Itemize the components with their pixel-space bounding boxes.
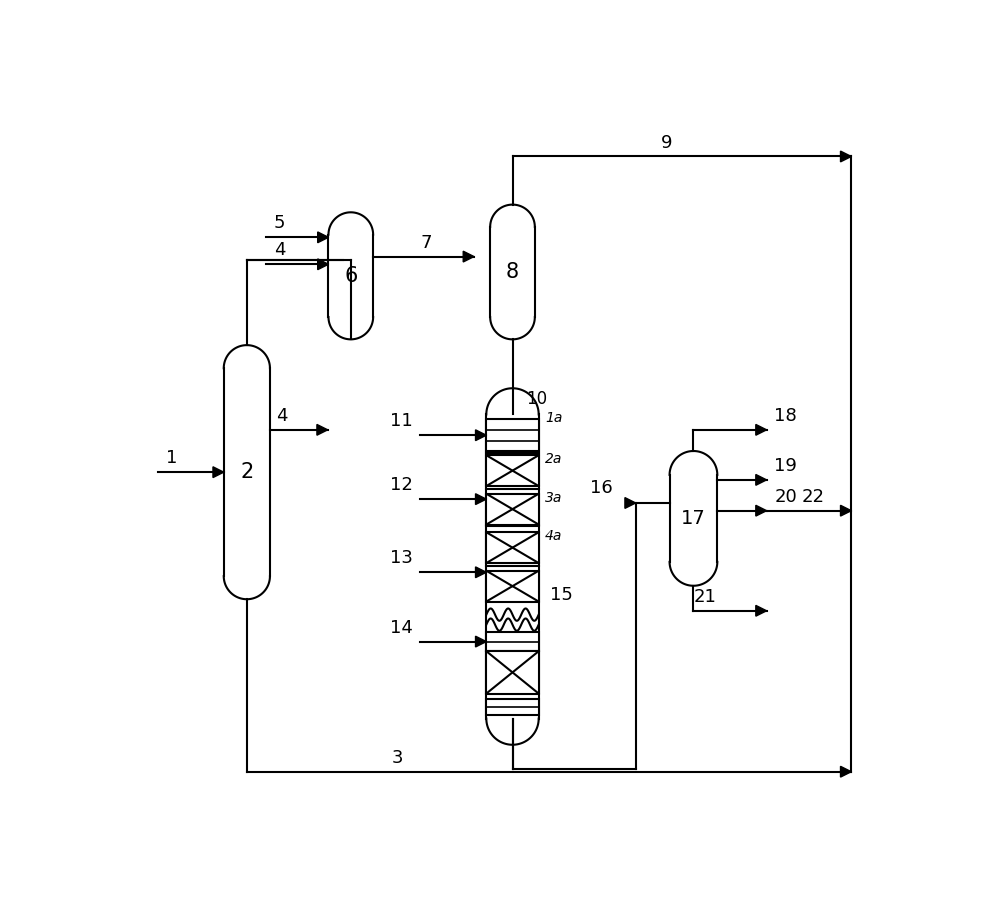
Polygon shape (476, 430, 486, 440)
Ellipse shape (670, 538, 717, 585)
Bar (486, 632, 539, 652)
Text: 7: 7 (420, 233, 432, 252)
Text: 14: 14 (390, 618, 412, 637)
Polygon shape (841, 505, 851, 516)
Text: 2: 2 (240, 462, 253, 482)
Polygon shape (476, 636, 486, 647)
Text: 15: 15 (550, 586, 573, 605)
Text: 3a: 3a (545, 491, 562, 505)
Polygon shape (756, 474, 767, 485)
Text: 22: 22 (801, 488, 824, 505)
Text: 17: 17 (681, 509, 706, 528)
Text: 3: 3 (391, 749, 403, 766)
Bar (328, 234, 373, 317)
Ellipse shape (224, 346, 270, 391)
Ellipse shape (328, 295, 373, 339)
Text: 12: 12 (390, 476, 412, 494)
Text: 11: 11 (390, 413, 412, 430)
Ellipse shape (670, 451, 717, 499)
Ellipse shape (490, 295, 535, 339)
Polygon shape (625, 497, 636, 508)
Bar (490, 227, 535, 317)
Text: 20: 20 (774, 488, 797, 505)
Bar (486, 532, 539, 563)
Bar (486, 414, 539, 719)
Polygon shape (318, 232, 328, 243)
Text: 13: 13 (390, 550, 412, 567)
Text: 1: 1 (166, 449, 177, 468)
Ellipse shape (490, 205, 535, 249)
Text: 1a: 1a (545, 412, 562, 425)
Polygon shape (756, 505, 767, 516)
Bar (224, 369, 270, 576)
Polygon shape (841, 151, 851, 162)
Ellipse shape (224, 553, 270, 599)
Bar (486, 455, 539, 486)
Polygon shape (756, 606, 767, 616)
Text: 21: 21 (693, 588, 716, 606)
Text: 16: 16 (590, 479, 613, 496)
Text: 4: 4 (274, 242, 285, 259)
Polygon shape (463, 251, 474, 262)
Polygon shape (213, 467, 224, 478)
Polygon shape (318, 259, 328, 269)
Bar (486, 571, 539, 602)
Polygon shape (841, 766, 851, 777)
Text: 10: 10 (526, 390, 547, 408)
Bar (486, 494, 539, 525)
Text: 9: 9 (661, 133, 672, 152)
Bar (486, 652, 539, 694)
Bar (486, 699, 539, 715)
Text: 8: 8 (506, 262, 519, 282)
Polygon shape (476, 567, 486, 578)
Bar (486, 419, 539, 451)
Text: 5: 5 (274, 214, 285, 233)
Polygon shape (317, 425, 328, 436)
Text: 4a: 4a (545, 529, 562, 543)
Bar (670, 475, 717, 562)
Polygon shape (476, 494, 486, 505)
Ellipse shape (328, 212, 373, 257)
Text: 2a: 2a (545, 452, 562, 466)
Text: 4: 4 (276, 407, 287, 425)
Polygon shape (756, 425, 767, 436)
Text: 18: 18 (774, 407, 797, 425)
Text: 19: 19 (774, 457, 797, 475)
Text: 6: 6 (344, 266, 357, 286)
